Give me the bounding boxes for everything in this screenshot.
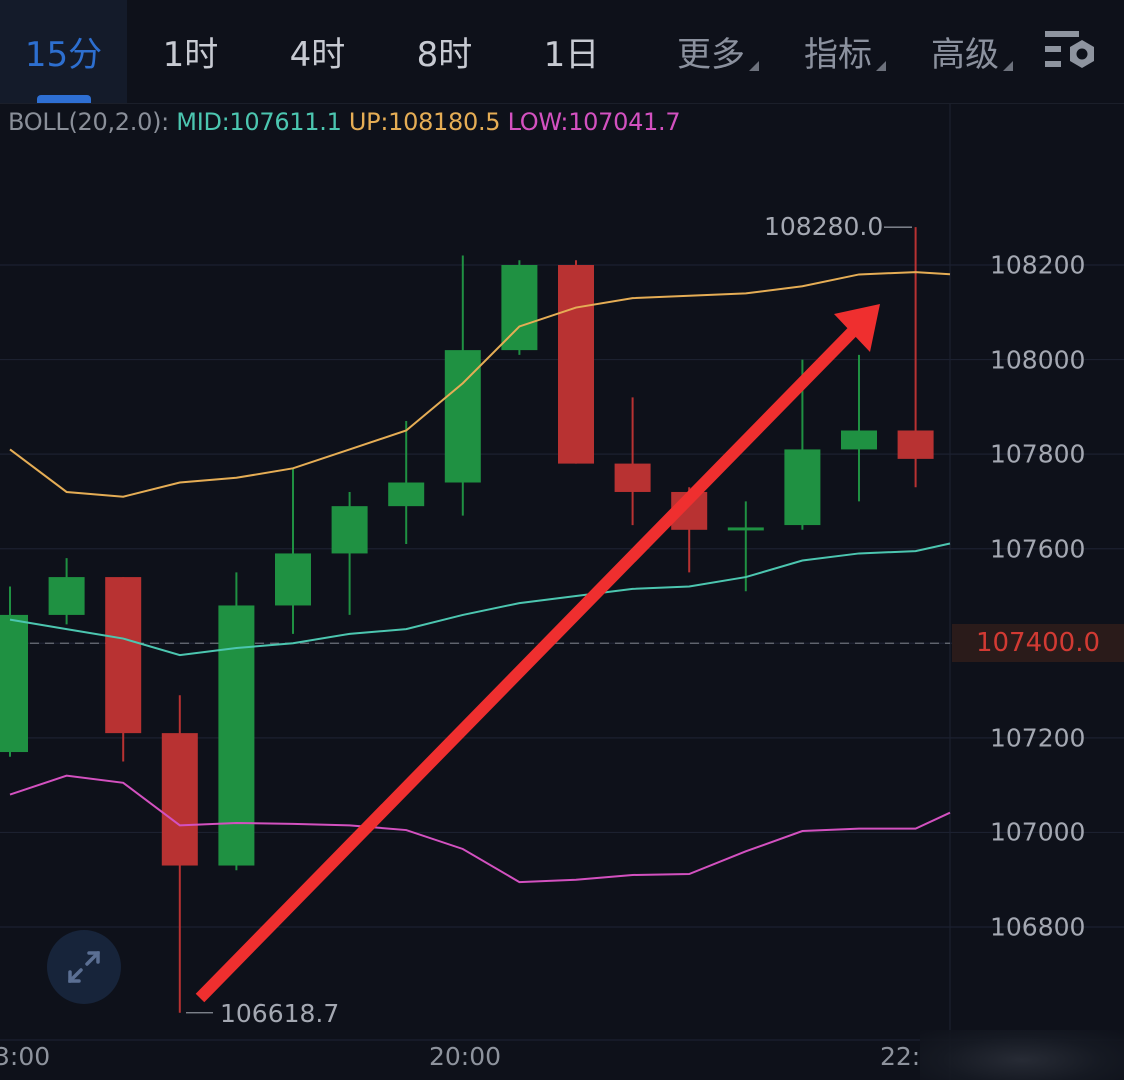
time-tick-1800: 3:00: [0, 1042, 51, 1071]
time-tick-2200: 22:: [880, 1042, 921, 1071]
dropdown-corner-icon: [876, 61, 886, 71]
time-tick-2000: 20:00: [429, 1042, 502, 1071]
bear-candle: [558, 265, 594, 464]
trend-arrow-shaft: [195, 321, 863, 1003]
price-tick-label: 108200: [990, 250, 1086, 280]
bull-candle: [48, 577, 85, 615]
bear-candle: [897, 430, 934, 459]
bull-candle: [275, 553, 311, 606]
bull-candle: [501, 265, 538, 351]
last-price-tag: 107400.0: [952, 624, 1124, 662]
price-tick-label: 107000: [990, 817, 1086, 847]
price-tick-label: 108000: [990, 345, 1086, 375]
active-tab-indicator: [36, 95, 91, 103]
tab-1d[interactable]: 1日: [543, 35, 600, 75]
tab-8h[interactable]: 8时: [416, 35, 473, 75]
price-tick-label: 107200: [990, 723, 1086, 753]
tab-4h[interactable]: 4时: [289, 35, 346, 75]
bull-candle: [841, 430, 877, 450]
boll-low-value: LOW:107041.7: [507, 108, 681, 136]
bull-candle: [331, 506, 368, 554]
watermark-overlay: [920, 1030, 1124, 1080]
expand-arrows-icon: [68, 951, 100, 983]
chart-settings-icon[interactable]: [1042, 28, 1100, 74]
tab-15m[interactable]: 15分: [0, 0, 127, 103]
price-tick-label: 106800: [990, 912, 1086, 942]
boll-up-line: [9, 271, 951, 498]
price-tick-label: 107600: [990, 534, 1086, 564]
trend-arrow-head: [834, 304, 880, 352]
tab-advanced-dropdown[interactable]: 高级: [919, 0, 1013, 103]
bull-candle: [727, 527, 764, 531]
boll-mid-line: [9, 542, 951, 657]
bull-candle: [0, 614, 28, 753]
boll-low-line: [9, 774, 951, 884]
boll-up-value: UP:108180.5: [348, 108, 501, 136]
bear-candle: [614, 463, 651, 492]
dropdown-corner-icon: [1003, 61, 1013, 71]
bull-candle: [388, 482, 425, 507]
tab-more-dropdown[interactable]: 更多: [665, 0, 759, 103]
tab-indicators-dropdown[interactable]: 指标: [792, 0, 886, 103]
tab-1h[interactable]: 1时: [162, 35, 219, 75]
boll-label: BOLL(20,2.0):: [8, 108, 169, 136]
price-tick-label: 107800: [990, 439, 1086, 469]
dropdown-corner-icon: [749, 61, 759, 71]
high-extreme-label: 108280.0: [764, 212, 884, 241]
bull-candle: [784, 449, 821, 526]
bull-candle: [218, 605, 255, 866]
timeframe-tab-bar: 15分 1时 4时 8时 1日 更多 指标 高级: [0, 0, 1124, 104]
fullscreen-button[interactable]: [47, 930, 121, 1004]
boll-mid-value: MID:107611.1: [176, 108, 342, 136]
boll-legend: BOLL(20,2.0): MID:107611.1 UP:108180.5 L…: [8, 108, 681, 136]
low-extreme-label: 106618.7: [220, 999, 340, 1028]
bear-candle: [161, 733, 198, 866]
bear-candle: [105, 577, 142, 734]
